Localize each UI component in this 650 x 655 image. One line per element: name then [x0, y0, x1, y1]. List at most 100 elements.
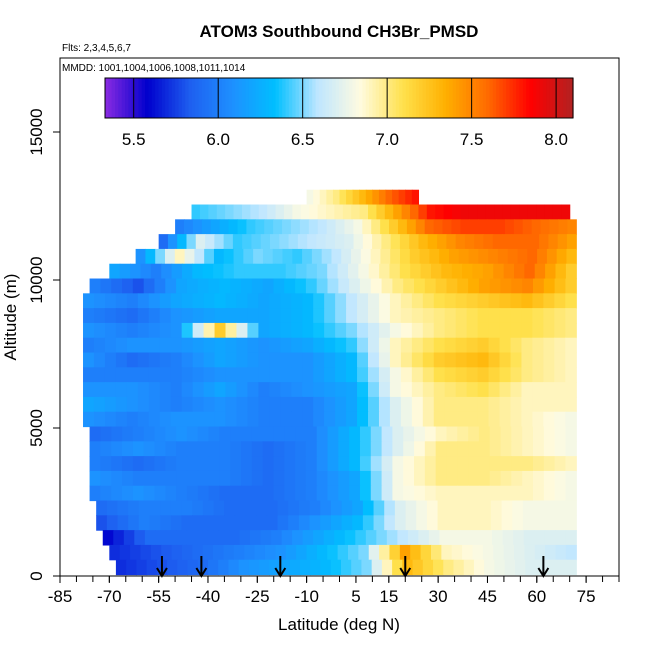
heatmap-cell [160, 515, 172, 531]
heatmap-cell [352, 500, 364, 516]
colorbar-segment [272, 78, 277, 118]
heatmap-cell [267, 204, 277, 220]
heatmap-cell [444, 411, 457, 428]
heatmap-cell [280, 396, 292, 413]
heatmap-cell [313, 352, 325, 368]
heatmap-cell [521, 322, 534, 339]
heatmap-cell [238, 559, 250, 576]
heatmap-cell [170, 515, 183, 531]
heatmap-cell [543, 411, 555, 428]
heatmap-cell [359, 485, 372, 502]
heatmap-cell [554, 352, 566, 368]
heatmap-cell [292, 248, 303, 265]
heatmap-cell [359, 278, 372, 294]
heatmap-cell [400, 322, 413, 339]
colorbar-segment [349, 78, 353, 118]
heatmap-cell [280, 308, 292, 324]
colorbar-segment [382, 78, 387, 118]
heatmap-cell [96, 515, 108, 531]
heatmap-cell [280, 382, 292, 398]
heatmap-cell [368, 411, 380, 428]
heatmap-cell [203, 396, 216, 413]
colorbar-segment [288, 78, 293, 118]
heatmap-cell [89, 485, 101, 502]
colorbar-segment [292, 78, 297, 118]
colorbar-segment [459, 78, 464, 118]
heatmap-cell [186, 456, 199, 472]
heatmap-cell [316, 426, 329, 442]
heatmap-cell [341, 248, 352, 265]
heatmap-cell [192, 337, 205, 354]
heatmap-cell [507, 248, 519, 265]
heatmap-cell [302, 396, 314, 413]
heatmap-cell [501, 515, 513, 531]
x-tick-label: -40 [196, 587, 221, 606]
heatmap-cell [186, 485, 199, 502]
heatmap-cell [386, 530, 398, 546]
heatmap-cell [400, 396, 413, 413]
heatmap-cell [344, 219, 354, 235]
heatmap-cell [362, 500, 375, 516]
x-axis: -85 -70 -55 -40 -25 -10 5 15 30 45 60 75 [48, 576, 620, 606]
heatmap-cell [554, 382, 566, 398]
heatmap-cell [106, 500, 119, 516]
heatmap-cell [565, 293, 577, 309]
heatmap-cell [137, 352, 150, 368]
heatmap-cell [455, 367, 468, 383]
heatmap-cell [155, 530, 167, 546]
heatmap-cell [410, 263, 422, 280]
colorbar-segment [375, 78, 380, 118]
heatmap-cell [489, 426, 502, 442]
heatmap-cell [126, 382, 139, 398]
heatmap-cell [548, 234, 559, 250]
heatmap-cell [96, 500, 108, 516]
heatmap-cell [225, 367, 238, 383]
colorbar-segment [345, 78, 350, 118]
colorbar-segment [258, 78, 263, 118]
heatmap-cell [93, 322, 106, 339]
heatmap-cell [433, 219, 444, 235]
colorbar-segment [339, 78, 343, 118]
heatmap-cell [291, 396, 303, 413]
heatmap-cell [532, 308, 544, 324]
heatmap-cell [203, 308, 216, 324]
heatmap-cell [412, 559, 424, 576]
heatmap-cell [93, 352, 106, 368]
heatmap-cell [521, 352, 534, 368]
heatmap-cell [230, 470, 242, 487]
heatmap-cell [368, 308, 380, 324]
heatmap-cell [230, 485, 242, 502]
heatmap-cell [352, 189, 360, 206]
heatmap-cell [115, 308, 128, 324]
heatmap-cell [521, 396, 534, 413]
heatmap-cell [176, 278, 188, 294]
heatmap-cell [269, 322, 281, 339]
heatmap-cell [368, 263, 380, 280]
heatmap-cell [410, 204, 420, 220]
heatmap-cell [192, 411, 205, 428]
heatmap-cell [420, 544, 432, 561]
heatmap-cell [545, 544, 557, 561]
heatmap-cell [305, 456, 318, 472]
x-tick-label: -55 [146, 587, 171, 606]
heatmap-cell [247, 337, 259, 354]
heatmap-cell [260, 234, 271, 250]
colorbar-segment [328, 78, 333, 118]
colorbar-segment [275, 78, 280, 118]
heatmap-cell [324, 396, 336, 413]
heatmap-cell [532, 470, 545, 487]
colorbar-segment [232, 78, 236, 118]
heatmap-cell [488, 411, 501, 428]
chart-title: ATOM3 Southbound CH3Br_PMSD [200, 22, 479, 41]
heatmap-cell [247, 396, 259, 413]
heatmap-cell [514, 263, 525, 280]
heatmap-cell [477, 308, 490, 324]
heatmap-cell [533, 500, 545, 516]
heatmap-cell [464, 234, 475, 250]
heatmap-cell [532, 456, 545, 472]
heatmap-cell [517, 248, 528, 265]
heatmap-cell [302, 411, 314, 428]
heatmap-cell [170, 308, 183, 324]
heatmap-cell [330, 559, 342, 576]
heatmap-cell [493, 263, 505, 280]
